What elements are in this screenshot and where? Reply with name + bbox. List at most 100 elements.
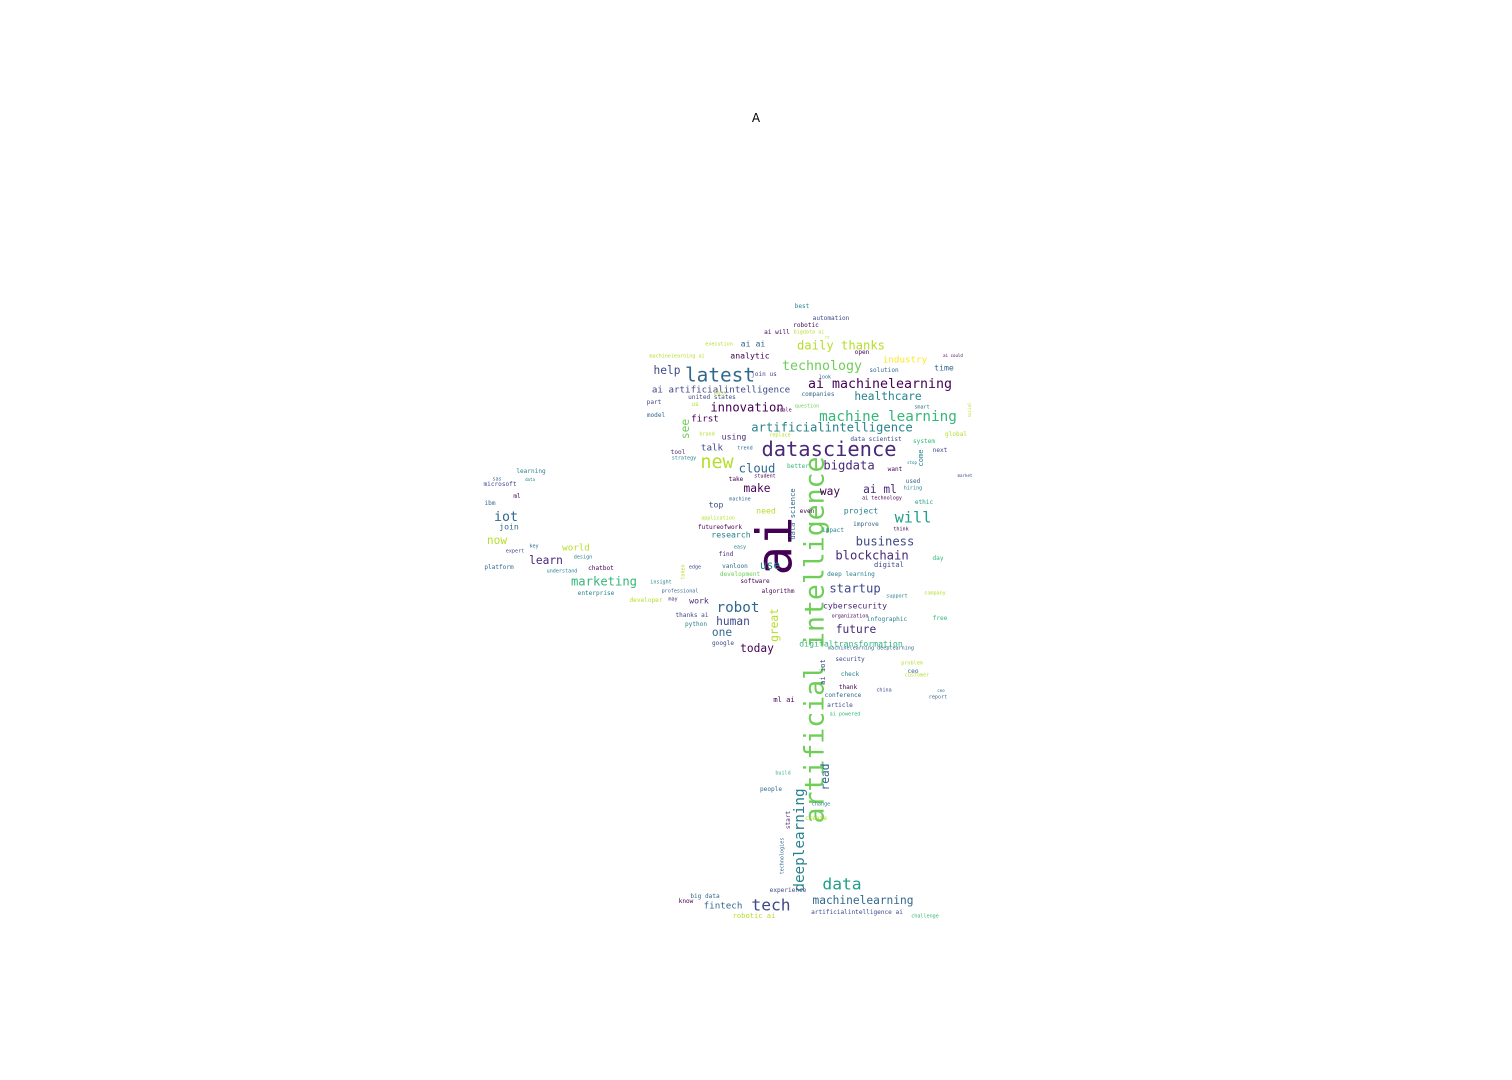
cloud-word: brand bbox=[699, 432, 714, 438]
cloud-word: innovation bbox=[710, 401, 783, 415]
cloud-word: company bbox=[924, 591, 945, 597]
cloud-word: artificialintelligence bbox=[751, 421, 912, 435]
cloud-word: cybersecurity bbox=[823, 601, 887, 611]
cloud-word: check bbox=[841, 671, 860, 678]
cloud-word: now bbox=[487, 534, 507, 547]
cloud-word: support bbox=[886, 594, 907, 600]
cloud-word: way bbox=[820, 485, 840, 498]
cloud-word: bigdata ai bbox=[794, 330, 825, 336]
cloud-word: application bbox=[701, 516, 735, 522]
cloud-word: machinelearning deeplearning bbox=[828, 646, 914, 652]
cloud-word: one bbox=[712, 626, 732, 639]
cloud-word: vanloon bbox=[722, 563, 748, 570]
cloud-word: market bbox=[958, 473, 973, 478]
cloud-word: ai artificialintelligence bbox=[652, 385, 790, 396]
cloud-word: human bbox=[716, 615, 750, 628]
cloud-word: solution bbox=[869, 367, 899, 374]
cloud-word: ai will bbox=[764, 329, 790, 336]
cloud-word: strategy bbox=[672, 456, 697, 462]
cloud-word: deeplearning bbox=[792, 788, 808, 891]
cloud-word: pass bbox=[714, 391, 726, 397]
cloud-word: data bbox=[525, 477, 535, 482]
cloud-word: join bbox=[499, 522, 519, 532]
cloud-word: article bbox=[827, 702, 853, 709]
cloud-word: ai ai bbox=[741, 339, 766, 349]
cloud-word: customer bbox=[905, 673, 930, 679]
cloud-word: take bbox=[729, 476, 744, 483]
cloud-word: china bbox=[876, 688, 891, 694]
cloud-word: need bbox=[756, 506, 776, 516]
cloud-word: ml bbox=[513, 493, 521, 500]
cloud-word: ai ml bbox=[863, 483, 897, 496]
cloud-word: better bbox=[787, 463, 809, 470]
cloud-word: futureofwork bbox=[698, 524, 742, 531]
cloud-word: understand bbox=[547, 569, 578, 575]
cloud-word: python bbox=[685, 621, 707, 628]
cloud-word: project bbox=[844, 506, 879, 516]
cloud-word: system bbox=[913, 438, 935, 445]
cloud-word: free bbox=[933, 615, 948, 622]
cloud-word: robot bbox=[716, 600, 759, 616]
cloud-word: technology bbox=[782, 359, 862, 374]
cloud-word: tool bbox=[671, 449, 686, 456]
cloud-word: us bbox=[691, 401, 699, 408]
cloud-word: impact bbox=[822, 527, 844, 534]
cloud-word: technologies bbox=[780, 838, 786, 875]
cloud-word: ai could bbox=[943, 353, 963, 358]
cloud-word: cloud bbox=[739, 462, 776, 476]
cloud-word: organization bbox=[832, 614, 869, 620]
cloud-word: future bbox=[836, 623, 877, 636]
cloud-word: ceo bbox=[907, 668, 918, 675]
cloud-word: social bbox=[967, 402, 972, 417]
cloud-word: problem bbox=[901, 661, 922, 667]
cloud-word: analytic bbox=[730, 351, 770, 361]
cloud-word: come bbox=[916, 449, 925, 466]
cloud-word: help bbox=[654, 364, 681, 377]
cloud-word: scale bbox=[776, 408, 791, 414]
cloud-word: ceo bbox=[937, 688, 945, 693]
cloud-word: sas bbox=[492, 477, 501, 483]
cloud-word: part bbox=[647, 399, 662, 406]
cloud-word: student bbox=[754, 474, 775, 480]
cloud-word: microsoft bbox=[483, 481, 516, 488]
cloud-word: thanks ai bbox=[675, 612, 708, 619]
cloud-word: stop bbox=[907, 460, 917, 465]
cloud-word: improve bbox=[853, 521, 879, 528]
cloud-word: join us bbox=[751, 371, 777, 378]
cloud-word: new bbox=[700, 452, 734, 473]
cloud-word: ai machinelearning bbox=[808, 377, 952, 392]
cloud-word: machinelearning bbox=[812, 894, 913, 907]
cloud-word: rt bbox=[825, 335, 830, 340]
cloud-word: research bbox=[711, 530, 751, 540]
cloud-word: digitaltransformation bbox=[799, 639, 903, 649]
cloud-word: developer bbox=[629, 597, 662, 604]
cloud-word: datascience bbox=[761, 437, 896, 461]
cloud-word: algorithm bbox=[761, 588, 794, 595]
cloud-word: may bbox=[668, 597, 677, 603]
cloud-word: used bbox=[906, 478, 921, 485]
cloud-word: tech bbox=[751, 896, 790, 915]
cloud-word: robotic bbox=[793, 322, 819, 329]
cloud-word: first bbox=[691, 414, 719, 425]
cloud-word: ai iot bbox=[818, 659, 827, 685]
cloud-word: start bbox=[785, 810, 792, 829]
cloud-word: platform bbox=[484, 564, 514, 571]
cloud-word: ai bbox=[747, 516, 804, 575]
cloud-word: fintech bbox=[704, 901, 743, 912]
cloud-word: professional bbox=[662, 589, 699, 595]
cloud-word: time bbox=[934, 363, 954, 373]
cloud-word: report bbox=[929, 695, 947, 701]
cloud-word: machine bbox=[729, 497, 750, 503]
cloud-word: bigdata bbox=[823, 459, 874, 473]
cloud-word: people bbox=[760, 786, 782, 793]
cloud-word: iot bbox=[494, 510, 518, 525]
cloud-word: smart bbox=[914, 405, 929, 411]
cloud-word: design bbox=[574, 555, 592, 561]
cloud-word: robotic ai bbox=[733, 911, 776, 920]
cloud-word: infographic bbox=[867, 616, 908, 623]
cloud-word: question bbox=[795, 404, 820, 410]
cloud-word: today bbox=[740, 642, 774, 655]
cloud-word: day bbox=[932, 555, 943, 562]
cloud-word: data science bbox=[788, 488, 797, 539]
